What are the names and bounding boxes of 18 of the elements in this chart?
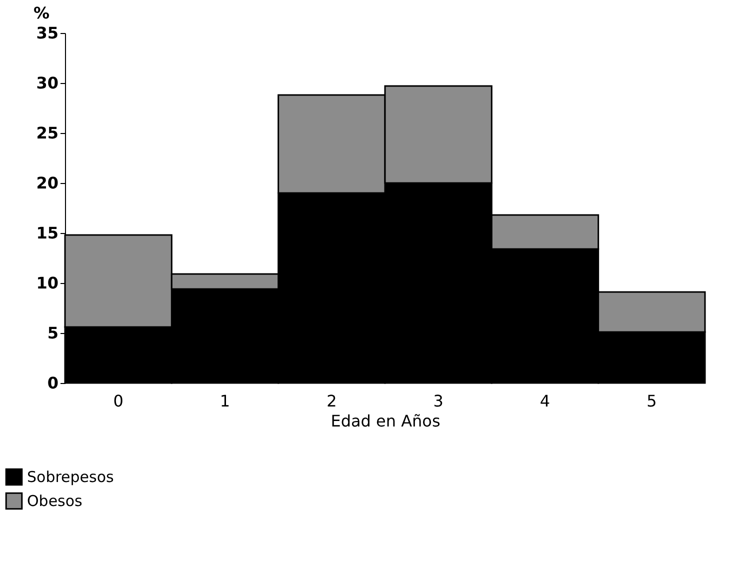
legend-label: Obesos: [27, 492, 83, 510]
y-tick-label: 25: [36, 124, 58, 142]
x-tick-label: 4: [540, 392, 550, 410]
legend-label: Sobrepesos: [27, 468, 114, 486]
x-axis-title: Edad en Años: [330, 412, 440, 430]
y-tick-label: 35: [36, 24, 58, 42]
y-tick-label: 10: [36, 274, 58, 292]
x-tick-label: 2: [326, 392, 337, 410]
y-tick-label: 5: [47, 324, 58, 342]
x-tick-label: 5: [646, 392, 657, 410]
x-tick-label: 0: [113, 392, 124, 410]
y-tick-label: 20: [36, 174, 58, 192]
y-axis-title: %: [34, 4, 50, 22]
y-tick-label: 15: [36, 224, 58, 242]
y-tick-label: 0: [47, 374, 58, 392]
x-tick-label: 1: [220, 392, 230, 410]
y-tick-label: 30: [36, 74, 58, 92]
x-tick-label: 3: [433, 392, 444, 410]
